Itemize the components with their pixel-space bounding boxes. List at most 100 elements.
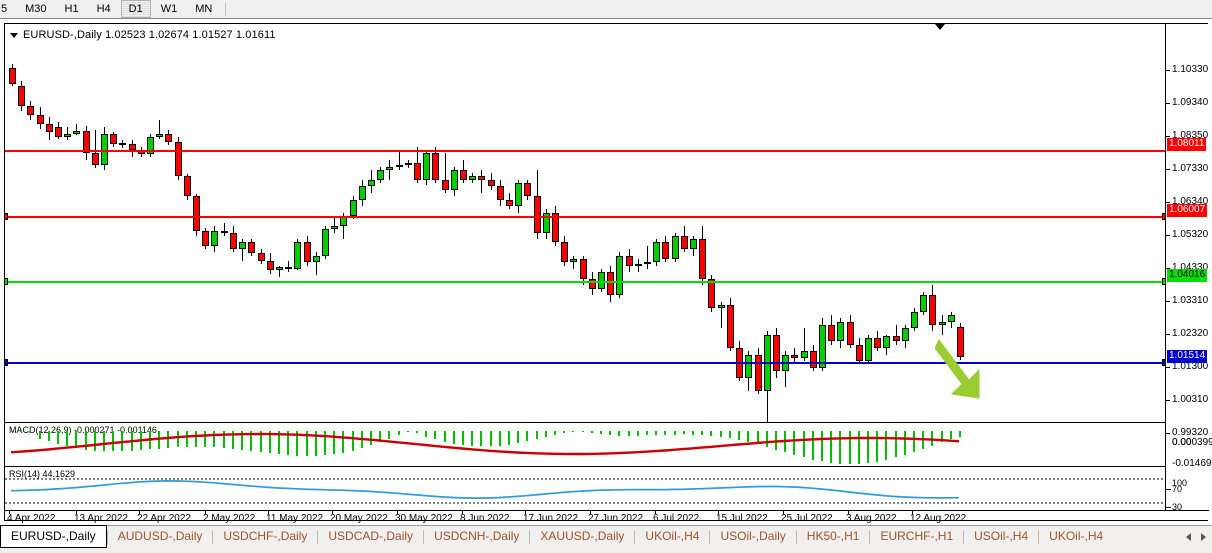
- macd-histogram-bar: [849, 431, 851, 464]
- time-axis-label: 6 Jul 2022: [653, 513, 700, 524]
- macd-histogram-bar: [75, 431, 77, 449]
- timeframe-button-mn[interactable]: MN: [195, 3, 213, 15]
- time-axis[interactable]: 4 Apr 2022 13 Apr 2022 22 Apr 2022 2 May 20…: [5, 510, 1209, 524]
- price-tick: [1166, 169, 1170, 170]
- macd-histogram-bar: [766, 431, 768, 447]
- time-axis-label: 20 May 2022: [330, 513, 388, 524]
- macd-histogram-bar: [655, 431, 657, 436]
- macd-histogram-bar: [48, 431, 50, 442]
- symbol-tab-usdcnhdaily[interactable]: USDCNH-,Daily: [434, 529, 520, 543]
- macd-histogram-bar: [618, 431, 620, 436]
- symbol-tab-eurusddaily[interactable]: EURUSD-,Daily: [0, 525, 107, 548]
- time-axis-tick: [205, 511, 206, 514]
- symbol-tab-usdchfdaily[interactable]: USDCHF-,Daily: [223, 529, 308, 543]
- macd-histogram-bar: [536, 431, 538, 440]
- macd-histogram-bar: [204, 431, 206, 447]
- macd-histogram-bar: [29, 431, 31, 433]
- symbol-tab-audusddaily[interactable]: AUDUSD-,Daily: [117, 529, 203, 543]
- macd-histogram-bar: [508, 431, 510, 445]
- time-axis-label: 30 May 2022: [395, 513, 453, 524]
- tab-scroll-controls[interactable]: [1186, 526, 1212, 547]
- macd-histogram-bar: [674, 431, 676, 435]
- symbol-tab-ukoilh4[interactable]: UKOil-,H4: [645, 529, 700, 543]
- macd-histogram-bar: [609, 431, 611, 436]
- time-axis-label: 11 May 2022: [266, 513, 324, 524]
- level-line-handle[interactable]: [5, 213, 8, 220]
- macd-histogram-bar: [471, 431, 473, 447]
- level-line-handle[interactable]: [1162, 359, 1165, 366]
- timeframe-button-d1[interactable]: D1: [120, 0, 151, 18]
- price-tick-label: 1.01300: [1172, 361, 1209, 372]
- macd-indicator-pane[interactable]: MACD(12,26,9) -0.000271 -0.001146: [5, 422, 1165, 466]
- price-tick: [1166, 136, 1170, 137]
- macd-histogram-bar: [582, 431, 584, 433]
- symbol-tab-ukoilh4[interactable]: UKOil-,H4: [1049, 529, 1104, 543]
- macd-histogram-bar: [11, 431, 13, 432]
- timeframe-button-m30[interactable]: M30: [25, 3, 47, 15]
- time-axis-label: 22 Apr 2022: [137, 513, 191, 524]
- time-axis-label: 12 Aug 2022: [910, 513, 967, 524]
- scroll-left-icon[interactable]: [1186, 532, 1191, 541]
- symbol-tab-usoildaily[interactable]: USOil-,Daily: [720, 529, 786, 543]
- macd-histogram-bar: [720, 431, 722, 437]
- timeframe-button-w1[interactable]: W1: [160, 3, 178, 15]
- macd-histogram-bar: [637, 431, 639, 436]
- price-tick-label: 1.10330: [1172, 64, 1209, 75]
- chart-dropdown-arrow-icon[interactable]: [10, 33, 18, 38]
- macd-histogram-bar: [904, 431, 906, 455]
- time-axis-label: 15 Jul 2022: [716, 513, 768, 524]
- time-axis-label: 8 Jun 2022: [460, 513, 510, 524]
- macd-histogram-bar: [370, 431, 372, 446]
- price-tick: [1166, 433, 1170, 434]
- macd-histogram-bar: [324, 431, 326, 456]
- price-axis[interactable]: 1.10330 1.09340 1.08350 1.07330 1.06340 1.053…: [1165, 24, 1212, 518]
- rsi-label: RSI(14) 44.1629: [9, 469, 76, 479]
- level-line-handle[interactable]: [1162, 213, 1165, 220]
- tab-separator: [317, 530, 319, 544]
- time-axis-tick: [397, 511, 398, 514]
- level-line-handle[interactable]: [5, 359, 8, 366]
- macd-histogram-bar: [223, 431, 225, 448]
- macd-histogram-bar: [278, 431, 280, 455]
- symbol-tab-eurchfh1[interactable]: EURCHF-,H1: [880, 529, 954, 543]
- macd-histogram-bar: [287, 431, 289, 456]
- symbol-tab-bar[interactable]: EURUSD-,Daily AUDUSD-,Daily USDCHF-,Daily U…: [0, 525, 1212, 553]
- price-tick: [1166, 367, 1170, 368]
- macd-histogram-bar: [931, 431, 933, 446]
- macd-histogram-bar: [683, 431, 685, 435]
- macd-histogram-bar: [913, 431, 915, 452]
- price-badge: 1.01514: [1167, 350, 1208, 363]
- rsi-indicator-pane[interactable]: RSI(14) 44.1629: [5, 466, 1165, 510]
- scroll-right-icon[interactable]: [1201, 532, 1206, 541]
- macd-histogram-bar: [821, 431, 823, 462]
- macd-histogram-bar: [572, 431, 574, 432]
- price-tick: [1166, 202, 1170, 203]
- tab-separator: [1038, 530, 1040, 544]
- period-separator-marker-icon: [935, 24, 945, 30]
- symbol-tab-xauusddaily[interactable]: XAUUSD-,Daily: [540, 529, 625, 543]
- macd-histogram-bar: [39, 431, 41, 439]
- symbol-tab-usdcaddaily[interactable]: USDCAD-,Daily: [328, 529, 414, 543]
- macd-histogram-bar: [876, 431, 878, 462]
- macd-histogram-bar: [885, 431, 887, 460]
- rsi-axis-label: 70: [1172, 484, 1183, 494]
- rsi-axis-label: 100: [1172, 478, 1188, 488]
- tab-separator: [795, 530, 797, 544]
- macd-histogram-bar: [407, 431, 409, 432]
- timeframe-button-h1[interactable]: H1: [64, 3, 79, 15]
- price-tick: [1166, 103, 1170, 104]
- level-line-handle[interactable]: [5, 278, 8, 285]
- price-plot-area[interactable]: EURUSD-,Daily 1.02523 1.02674 1.01527 1.…: [5, 24, 1165, 422]
- level-line-handle[interactable]: [1162, 278, 1165, 285]
- timeframe-button-5[interactable]: 5: [1, 3, 8, 15]
- macd-histogram-bar: [701, 431, 703, 435]
- symbol-tab-usoilh4[interactable]: USOil-,H4: [974, 529, 1029, 543]
- symbol-tab-hk50h1[interactable]: HK50-,H1: [806, 529, 860, 543]
- price-tick: [1166, 400, 1170, 401]
- timeframe-button-h4[interactable]: H4: [96, 3, 111, 15]
- down-arrow-annotation[interactable]: [934, 336, 995, 411]
- time-axis-tick: [462, 511, 463, 514]
- price-tick: [1166, 301, 1170, 302]
- tab-separator: [529, 530, 531, 544]
- price-tick: [1166, 334, 1170, 335]
